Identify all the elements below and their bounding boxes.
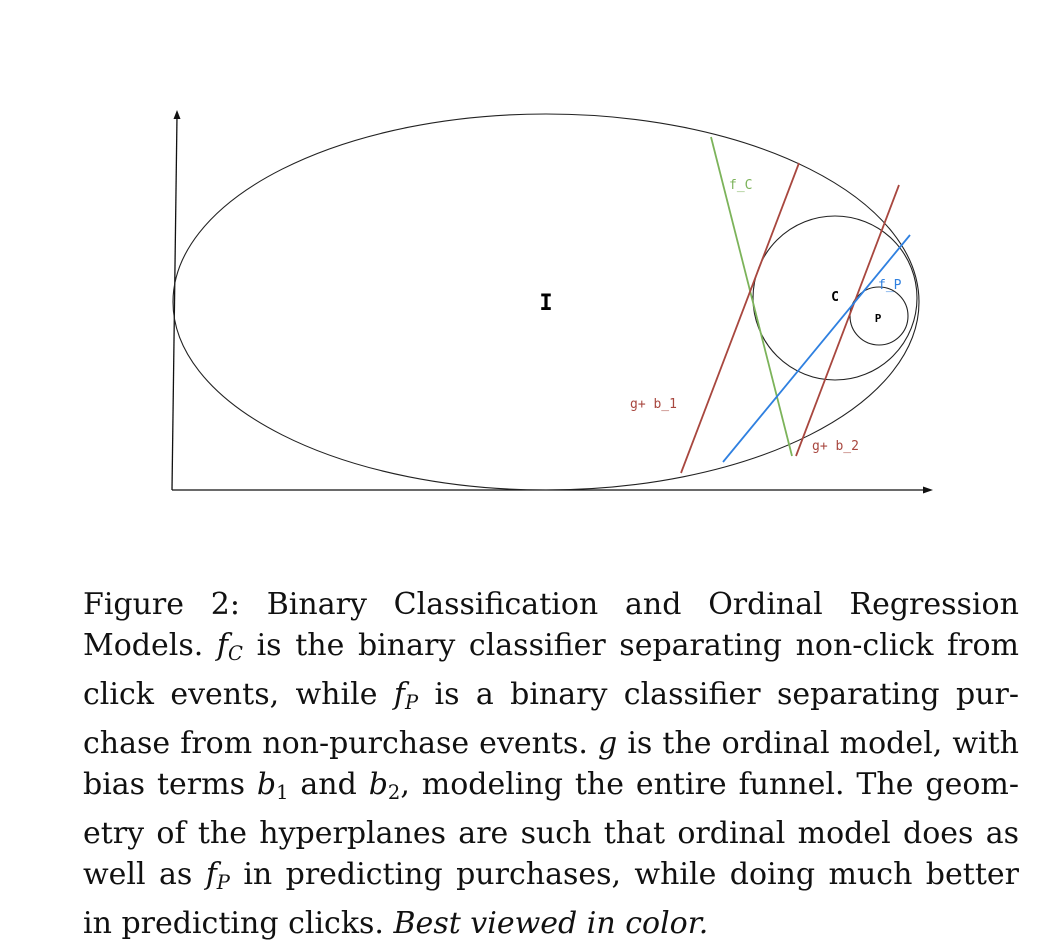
y-axis xyxy=(171,115,178,491)
caption-text: well as xyxy=(83,856,193,892)
figure-caption: Figure 2: Binary Classification and Ordi… xyxy=(83,584,1019,944)
f-c-label: f_C xyxy=(729,178,752,193)
caption-line-1: Figure 2: Binary Classification and Ordi… xyxy=(83,584,1019,625)
caption-text: is the binary classifier separating non-… xyxy=(256,628,1019,663)
math-b: b xyxy=(256,766,277,802)
f-c-line xyxy=(710,136,793,457)
caption-line-8: in predicting clicks. Best viewed in col… xyxy=(83,903,1019,944)
caption-figure-number: 2: xyxy=(210,587,240,622)
caption-line-2: Models. fC is the binary classifier sepa… xyxy=(83,625,1019,674)
funnel-diagram: I C P f_C f_P g+ b_1 g+ b_2 xyxy=(171,110,933,494)
purchases-label: P xyxy=(875,312,882,325)
math-b: b xyxy=(368,766,388,802)
clicks-circle xyxy=(752,215,918,381)
caption-text: is the ordinal model, with xyxy=(627,725,1019,761)
caption-line-5: bias terms b1 and b2, modeling the entir… xyxy=(83,764,1019,813)
x-axis-arrowhead xyxy=(923,486,933,494)
caption-word: Binary xyxy=(266,587,367,622)
math-f: f xyxy=(393,676,405,712)
math-sub-c: C xyxy=(228,641,243,665)
math-f: f xyxy=(216,628,229,663)
caption-word: Regression xyxy=(849,587,1019,622)
math-sub-1: 1 xyxy=(276,780,289,804)
caption-figure-word: Figure xyxy=(83,587,185,622)
caption-text: bias terms xyxy=(83,766,245,802)
caption-line-3: click events, while fP is a binary class… xyxy=(83,674,1019,723)
g-b2-line xyxy=(795,184,900,457)
impressions-ellipse xyxy=(172,113,920,491)
g-b1-label: g+ b_1 xyxy=(630,397,677,412)
y-axis-arrowhead xyxy=(173,110,181,119)
caption-text: Models. xyxy=(83,628,204,663)
math-sub-p: P xyxy=(404,690,419,714)
caption-text: in predicting clicks. xyxy=(83,905,384,941)
caption-word: and xyxy=(625,587,682,622)
math-sub-p: P xyxy=(216,870,230,894)
math-g: g xyxy=(598,725,618,761)
caption-line-7: well as fP in predicting purchases, whil… xyxy=(83,854,1019,903)
caption-line-4: chase from non-purchase events. g is the… xyxy=(83,723,1019,764)
caption-text: click events, while xyxy=(83,676,378,712)
caption-text: etry of the hyperplanes are such that or… xyxy=(83,815,1019,851)
caption-text: chase from non-purchase events. xyxy=(83,725,588,761)
caption-line-6: etry of the hyperplanes are such that or… xyxy=(83,813,1019,854)
caption-word: Ordinal xyxy=(708,587,823,622)
impressions-label: I xyxy=(539,291,552,316)
caption-emphasis: Best viewed in color. xyxy=(393,905,709,941)
clicks-label: C xyxy=(831,290,839,305)
math-f: f xyxy=(205,856,217,892)
f-p-label: f_P xyxy=(878,278,902,293)
g-b2-label: g+ b_2 xyxy=(812,439,859,454)
caption-text: , modeling the entire funnel. The geom- xyxy=(400,766,1019,802)
caption-text: and xyxy=(300,766,357,802)
f-p-line xyxy=(722,234,911,463)
caption-word: Classification xyxy=(393,587,599,622)
math-sub-2: 2 xyxy=(387,780,401,804)
caption-text: is a binary classifier separating pur- xyxy=(434,676,1019,712)
caption-text: in predicting purchases, while doing muc… xyxy=(243,856,1019,892)
g-b1-line xyxy=(680,162,800,474)
